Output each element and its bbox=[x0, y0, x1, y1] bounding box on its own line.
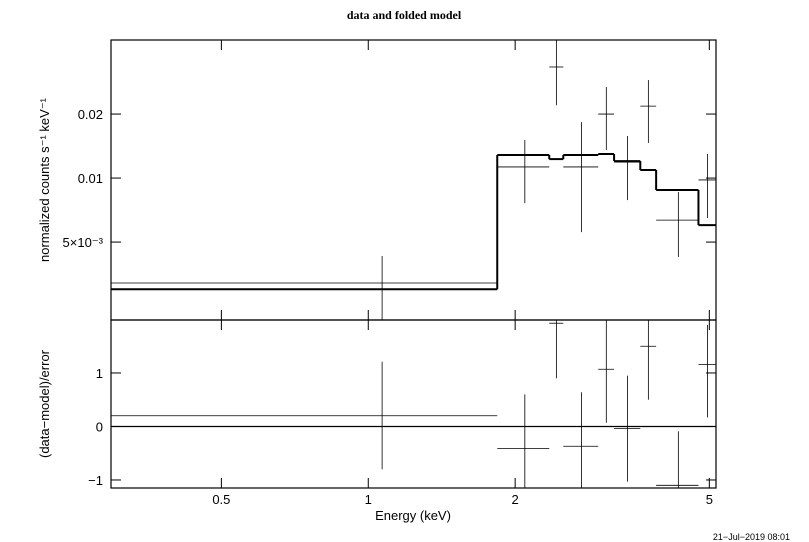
y-tick-label: 0.01 bbox=[78, 171, 103, 186]
timestamp: 21−Jul−2019 08:01 bbox=[713, 532, 790, 542]
y-tick-label: −1 bbox=[88, 473, 103, 488]
axes-frame bbox=[110, 39, 717, 321]
chart-title: data and folded model bbox=[347, 8, 462, 22]
y-tick-label: 5×10⁻³ bbox=[63, 235, 104, 250]
y-tick-label: 1 bbox=[96, 366, 103, 381]
axes-frame bbox=[110, 319, 717, 489]
y-axis-label: (data−model)/error bbox=[37, 349, 52, 458]
x-tick-label: 2 bbox=[512, 492, 519, 507]
x-axis-label: Energy (keV) bbox=[375, 508, 451, 523]
x-tick-label: 5 bbox=[706, 492, 713, 507]
plot-area bbox=[111, 40, 716, 320]
x-tick-label: 1 bbox=[365, 492, 372, 507]
plot-area bbox=[111, 320, 716, 488]
y-axis-label: normalized counts s⁻¹ keV⁻¹ bbox=[37, 97, 52, 262]
y-tick-label: 0 bbox=[96, 419, 103, 434]
y-tick-label: 0.02 bbox=[78, 107, 103, 122]
x-tick-label: 0.5 bbox=[212, 492, 230, 507]
